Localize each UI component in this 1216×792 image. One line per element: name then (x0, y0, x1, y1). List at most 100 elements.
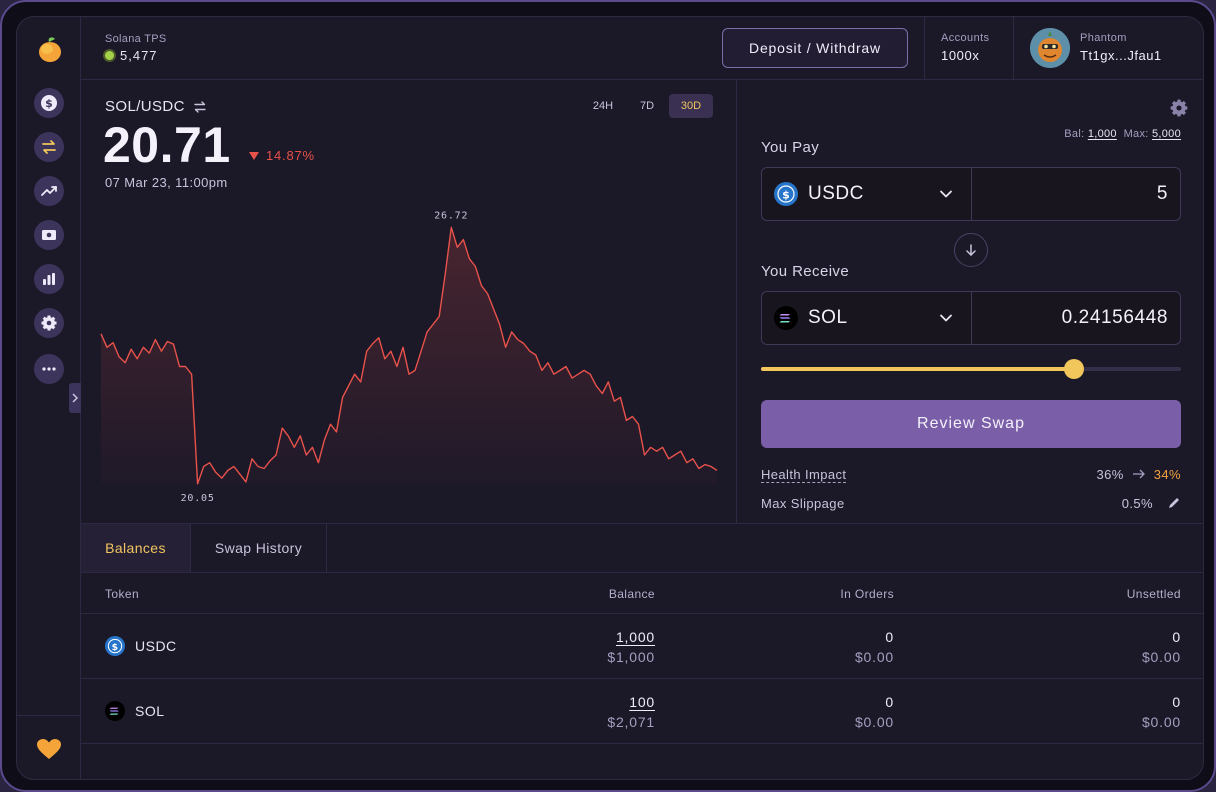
arrow-right-icon (1132, 469, 1145, 479)
pay-token-box: $ USDC 5 (761, 167, 1181, 221)
settings-gear-icon[interactable] (1169, 98, 1189, 118)
price-change: 14.87% (249, 148, 315, 163)
pay-token-name: USDC (808, 183, 864, 204)
svg-text:$: $ (45, 97, 53, 110)
gear-icon[interactable] (34, 308, 64, 338)
sol-token-icon (774, 306, 798, 330)
receive-token-box: SOL 0.24156448 (761, 291, 1181, 345)
slider-handle[interactable] (1063, 359, 1084, 379)
market-pair[interactable]: SOL/USDC (105, 98, 207, 115)
range-tab-7d[interactable]: 7D (639, 100, 655, 112)
orders-cell: 0 $0.00 (855, 692, 894, 732)
deposit-withdraw-button[interactable]: Deposit / Withdraw (722, 28, 908, 68)
you-receive-label: You Receive (761, 263, 850, 280)
review-swap-button[interactable]: Review Swap (761, 400, 1181, 448)
tab-balances[interactable]: Balances (81, 524, 191, 572)
mango-logo (39, 37, 61, 62)
orders-usd: $0.00 (854, 714, 894, 730)
orders-usd: $0.00 (854, 649, 894, 665)
token-cell: $ USDC (105, 636, 177, 656)
swap-arrows-icon[interactable] (34, 132, 64, 162)
status-dot-icon (105, 51, 114, 60)
range-tab-24h[interactable]: 24H (592, 100, 614, 112)
max-slippage-row: Max Slippage 0.5% (761, 496, 1181, 511)
tps-number: 5,477 (120, 48, 158, 63)
balance-value[interactable]: 1,000 (615, 629, 655, 645)
receive-token-select[interactable]: SOL (762, 292, 972, 344)
balances-panel: Balances Swap History Token Balance In O… (81, 523, 1203, 779)
svg-text:$: $ (782, 189, 790, 202)
price-date: 07 Mar 23, 11:00pm (105, 175, 228, 190)
balance-cell: 100 $2,071 (607, 692, 655, 732)
cash-icon[interactable] (34, 220, 64, 250)
usdc-token-icon: $ (105, 636, 125, 656)
chart-high-label: 26.72 (434, 210, 468, 221)
range-tab-30d[interactable]: 30D (669, 94, 713, 118)
divider (924, 17, 925, 80)
unsettled-value: 0 (1172, 629, 1181, 645)
dollar-coin-icon[interactable]: $ (34, 88, 64, 118)
current-price: 20.71 (103, 117, 231, 173)
unsettled-usd: $0.00 (1141, 714, 1181, 730)
swap-panel: You Pay Bal: 1,000 Max: 5,000 $ USDC 5 Y… (737, 80, 1203, 523)
health-from: 36% (1096, 467, 1124, 482)
divider (1013, 17, 1014, 80)
balance-usd: $2,071 (607, 714, 655, 730)
trending-up-icon[interactable] (34, 176, 64, 206)
chevron-down-icon (940, 190, 952, 198)
tps-value: 5,477 (105, 48, 158, 63)
swap-pair-icon[interactable] (193, 100, 207, 114)
max-slippage-values: 0.5% (1122, 496, 1181, 511)
table-row: $ USDC 1,000 $1,000 0 $0.00 0 $0.00 (81, 614, 1203, 679)
bal-label: Bal: (1064, 128, 1085, 140)
more-icon[interactable] (34, 354, 64, 384)
tab-swap-history[interactable]: Swap History (191, 524, 327, 572)
token-name: SOL (135, 703, 165, 719)
bal-value-link[interactable]: 1,000 (1087, 128, 1117, 140)
unsettled-cell: 0 $0.00 (1142, 692, 1181, 732)
token-name: USDC (135, 638, 177, 654)
heart-icon[interactable] (36, 738, 62, 760)
slider-fill (761, 367, 1074, 371)
flip-direction-button[interactable] (954, 233, 988, 267)
column-balance: Balance (608, 587, 655, 601)
wallet-address[interactable]: Tt1gx...Jfau1 (1080, 48, 1162, 63)
pay-amount-input[interactable]: 5 (1156, 183, 1168, 204)
receive-token-name: SOL (808, 307, 848, 328)
max-value-link[interactable]: 5,000 (1151, 128, 1181, 140)
max-slippage-value: 0.5% (1121, 496, 1153, 511)
amount-slider[interactable] (761, 359, 1181, 379)
column-in-orders: In Orders (840, 587, 894, 601)
price-area-fill (101, 227, 717, 486)
balance-cell: 1,000 $1,000 (607, 627, 655, 667)
svg-text:$: $ (112, 642, 119, 653)
unsettled-usd: $0.00 (1141, 649, 1181, 665)
bar-chart-icon[interactable] (34, 264, 64, 294)
arrow-down-icon (966, 244, 976, 256)
accounts-value[interactable]: 1000x (941, 48, 980, 63)
orders-value: 0 (885, 694, 894, 710)
pay-token-select[interactable]: $ USDC (762, 168, 972, 220)
unsettled-value: 0 (1172, 694, 1181, 710)
top-bar: Solana TPS 5,477 Deposit / Withdraw Acco… (81, 17, 1203, 80)
token-cell: SOL (105, 701, 165, 721)
usdc-token-icon: $ (774, 182, 798, 206)
sidebar-expand-toggle[interactable] (69, 383, 81, 413)
wallet-name: Phantom (1080, 32, 1127, 44)
health-to: 34% (1153, 467, 1181, 482)
chevron-down-icon (940, 314, 952, 322)
price-chart[interactable]: 26.72 20.05 (81, 205, 737, 505)
max-label: Max: (1123, 128, 1149, 140)
tps-label: Solana TPS (105, 33, 167, 45)
bottom-tabs: Balances Swap History (81, 524, 1203, 573)
health-impact-values: 36% 34% (1097, 467, 1182, 483)
price-series-line (100, 226, 718, 485)
pencil-edit-icon[interactable] (1167, 496, 1181, 510)
receive-amount-output: 0.24156448 (1061, 307, 1168, 328)
range-tabs: 24H 7D 30D (581, 94, 713, 118)
you-pay-label: You Pay (761, 139, 820, 156)
health-impact-label[interactable]: Health Impact (761, 467, 847, 483)
wallet-avatar[interactable] (1030, 28, 1070, 68)
balance-value[interactable]: 100 (629, 694, 655, 710)
